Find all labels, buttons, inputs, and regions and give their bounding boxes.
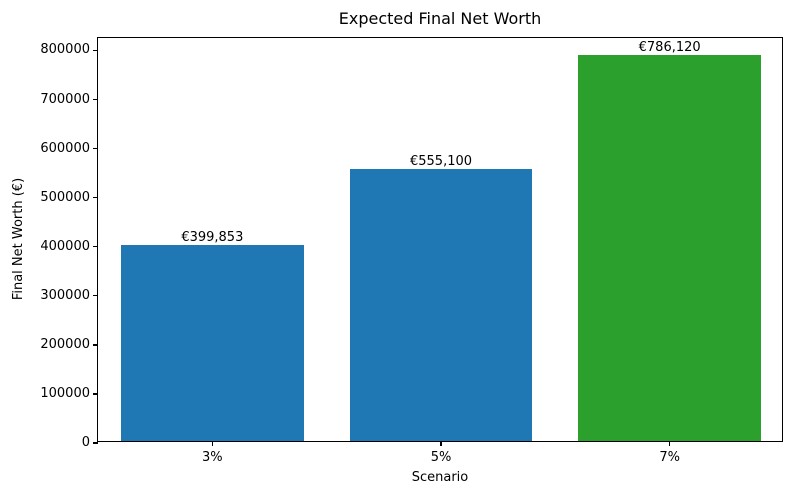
x-tick-mark xyxy=(211,441,214,446)
y-tick-label: 200000 xyxy=(40,336,90,352)
bar-value-label: €399,853 xyxy=(181,229,244,245)
y-tick-mark xyxy=(93,393,98,395)
y-tick-mark xyxy=(93,344,98,346)
x-tick-label: 7% xyxy=(659,450,680,465)
bar-3% xyxy=(120,244,304,441)
x-tick-mark xyxy=(668,441,671,446)
bar-value-label: €555,100 xyxy=(409,153,473,169)
y-tick-label: 400000 xyxy=(40,238,90,254)
bar-7% xyxy=(578,55,762,441)
y-tick-mark xyxy=(93,246,98,248)
y-tick-mark xyxy=(93,147,98,150)
y-tick-label: 100000 xyxy=(40,385,90,401)
bar-value-label: €786,120 xyxy=(638,40,701,56)
plot-area: 0 100000 200000 300000 400000 500000 600000 700… xyxy=(40,37,783,465)
y-axis-label-text: Final Net Worth (€) xyxy=(11,177,26,301)
y-tick-label: 600000 xyxy=(40,140,90,156)
chart-title: Expected Final Net Worth xyxy=(338,9,542,28)
y-tick-label: 800000 xyxy=(40,42,90,58)
y-tick-label: 700000 xyxy=(40,91,90,107)
y-tick-mark xyxy=(93,98,98,101)
x-tick-mark xyxy=(440,441,442,446)
y-tick-mark xyxy=(93,196,98,199)
y-tick-label: 300000 xyxy=(40,287,90,303)
y-tick-label: 0 xyxy=(81,435,90,450)
y-tick-mark xyxy=(93,442,98,444)
x-axis-label: Scenario xyxy=(411,470,469,485)
y-tick-label: 500000 xyxy=(40,189,90,205)
y-tick-mark xyxy=(93,295,98,297)
bar-5% xyxy=(349,168,533,441)
x-tick-label: 3% xyxy=(202,450,223,465)
y-tick-mark xyxy=(93,49,98,52)
x-tick-label: 5% xyxy=(430,450,452,465)
